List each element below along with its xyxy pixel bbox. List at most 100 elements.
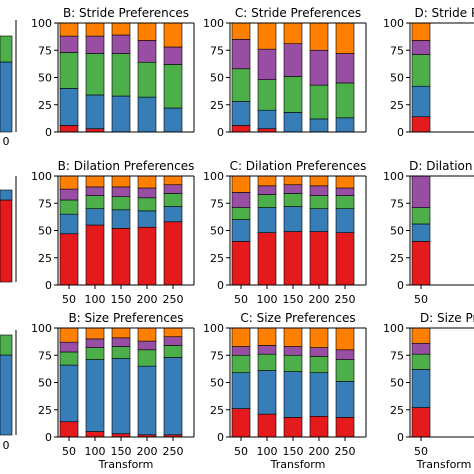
bar-segment-green — [137, 197, 157, 212]
bar-segment-blue — [231, 101, 251, 126]
y-tick-label: 0 — [217, 279, 224, 292]
bar-segment-blue — [137, 96, 157, 133]
bar-segment-blue — [163, 107, 183, 133]
bar-segment-green — [163, 64, 183, 109]
bar-segment-purple — [137, 340, 157, 351]
bar-segment-blue — [283, 206, 303, 232]
tick-a-row0: 0 — [3, 135, 10, 148]
bar-segment-orange — [231, 22, 251, 40]
bar-a-row0-green — [0, 35, 13, 63]
y-tick-label: 75 — [390, 197, 404, 210]
y-tick-label: 75 — [390, 44, 404, 57]
panel-title: C: Dilation Preferences — [230, 159, 367, 173]
y-tick-label: 50 — [38, 377, 52, 390]
bar-segment-green — [111, 346, 131, 359]
x-tick-label: 150 — [283, 445, 304, 458]
panel-title: B: Dilation Preferences — [58, 159, 195, 173]
bar-segment-orange — [335, 175, 355, 189]
bar-segment-purple — [257, 48, 277, 80]
y-tick-label: 0 — [45, 279, 52, 292]
bar-segment-green — [137, 349, 157, 367]
y-tick-label: 100 — [31, 17, 52, 30]
bar-segment-red — [335, 417, 355, 438]
bar-segment-orange — [283, 175, 303, 186]
x-tick-label: 50 — [234, 445, 248, 458]
bar-segment-blue — [309, 372, 329, 417]
bar-segment-blue — [411, 223, 431, 242]
y-tick-label: 100 — [383, 322, 404, 335]
bar-segment-orange — [137, 175, 157, 189]
y-tick-label: 25 — [38, 404, 52, 417]
panel-title: C: Size Preferences — [240, 311, 355, 325]
bar-segment-orange — [283, 22, 303, 45]
panel-6: B: Size Preferences 0 25 50 75 100 50 100 150 200… — [31, 311, 195, 471]
y-tick-label: 100 — [383, 170, 404, 183]
y-tick-label: 0 — [217, 431, 224, 444]
bar-segment-orange — [411, 327, 431, 344]
bar-segment-blue — [309, 208, 329, 232]
bar-segment-red — [257, 413, 277, 438]
bar-segment-green — [59, 52, 79, 89]
bar-segment-green — [231, 207, 251, 220]
x-tick-label: 200 — [137, 445, 158, 458]
bar-segment-orange — [231, 175, 251, 193]
y-tick-label: 50 — [38, 225, 52, 238]
panel-3: B: Dilation Preferences 0 25 50 75 100 50 100 15… — [31, 159, 195, 306]
x-tick-label: 150 — [283, 293, 304, 306]
y-tick-label: 50 — [210, 225, 224, 238]
tick-a-row2: 0 — [3, 439, 10, 452]
y-tick-label: 0 — [397, 279, 404, 292]
bar-segment-orange — [137, 22, 157, 41]
x-tick-label: 50 — [62, 293, 76, 306]
bar-segment-red — [309, 415, 329, 438]
bar-segment-purple — [59, 188, 79, 201]
bar-segment-purple — [335, 53, 355, 84]
bar-segment-red — [283, 231, 303, 286]
bar-segment-purple — [231, 192, 251, 208]
bar-segment-blue — [411, 85, 431, 118]
y-tick-label: 75 — [38, 44, 52, 57]
bar-segment-orange — [309, 327, 329, 348]
bar-segment-green — [59, 351, 79, 366]
bar-segment-purple — [283, 346, 303, 356]
bar-segment-blue — [309, 118, 329, 133]
bar-a-row1-blue — [0, 189, 13, 201]
bar-segment-red — [309, 231, 329, 286]
bar-segment-green — [111, 196, 131, 211]
x-tick-label: 100 — [85, 445, 106, 458]
panel-0: B: Stride Preferences 0 25 50 75 100 — [31, 6, 195, 139]
bar-segment-orange — [163, 175, 183, 186]
x-tick-label: 50 — [414, 293, 428, 306]
y-tick-label: 100 — [383, 17, 404, 30]
bar-segment-green — [309, 84, 329, 120]
y-tick-label: 100 — [203, 170, 224, 183]
bar-segment-green — [231, 68, 251, 102]
bar-segment-green — [411, 353, 431, 370]
bar-segment-orange — [59, 22, 79, 37]
bar-segment-green — [257, 353, 277, 371]
bar-segment-red — [283, 417, 303, 438]
bar-segment-blue — [283, 371, 303, 418]
y-tick-label: 25 — [210, 99, 224, 112]
y-tick-label: 25 — [210, 404, 224, 417]
x-tick-label: 200 — [309, 445, 330, 458]
bar-segment-purple — [411, 175, 431, 208]
bar-segment-green — [283, 354, 303, 372]
bar-segment-blue — [137, 210, 157, 228]
bar-segment-blue — [231, 219, 251, 242]
panel-7: C: Size Preferences 0 25 50 75 100 50 100 150 200… — [203, 311, 367, 471]
bar-segment-blue — [59, 213, 79, 235]
bar-segment-red — [411, 407, 431, 438]
bar-segment-orange — [335, 327, 355, 351]
bar-segment-blue — [335, 208, 355, 233]
bar-segment-purple — [231, 39, 251, 70]
y-tick-label: 50 — [38, 72, 52, 85]
y-tick-label: 50 — [390, 377, 404, 390]
bar-segment-purple — [309, 49, 329, 86]
bar-a-row0-blue — [0, 61, 13, 133]
bar-segment-blue — [111, 358, 131, 435]
bar-segment-blue — [111, 209, 131, 229]
y-tick-label: 75 — [210, 349, 224, 362]
bar-segment-orange — [309, 175, 329, 187]
panel-title: D: Dilation Preferences — [409, 159, 474, 173]
